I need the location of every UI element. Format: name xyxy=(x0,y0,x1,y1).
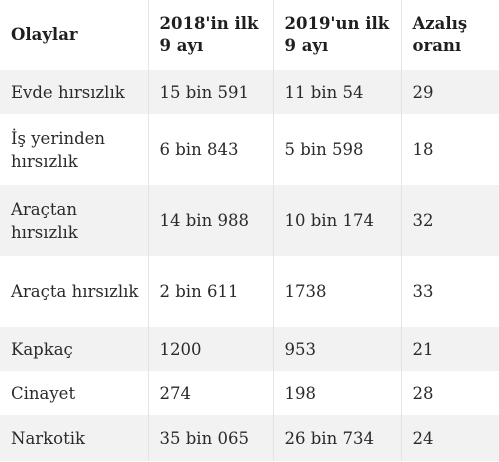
cell-2019: 10 bin 174 xyxy=(273,185,402,256)
cell-2019: 26 bin 734 xyxy=(273,415,402,461)
cell-rate: 33 xyxy=(401,256,499,327)
cell-rate: 24 xyxy=(401,415,499,461)
header-decrease-rate: Azalış oranı xyxy=(412,14,468,55)
table-body: Evde hırsızlık 15 bin 591 11 bin 54 29 İ… xyxy=(0,70,499,461)
cell-event: Araçta hırsızlık xyxy=(0,256,149,327)
cell-rate: 32 xyxy=(401,185,499,256)
cell-2018: 2 bin 611 xyxy=(148,256,274,327)
cell-rate: 18 xyxy=(401,114,499,185)
header-events: Olaylar xyxy=(0,0,149,70)
cell-2019: 198 xyxy=(273,371,402,415)
cell-2018: 6 bin 843 xyxy=(148,114,274,185)
table-row: Evde hırsızlık 15 bin 591 11 bin 54 29 xyxy=(0,70,499,114)
cell-2018: 35 bin 065 xyxy=(148,415,274,461)
header-2018: 2018'in ilk 9 ayı xyxy=(148,0,274,70)
cell-2019: 5 bin 598 xyxy=(273,114,402,185)
cell-2018: 15 bin 591 xyxy=(148,70,274,114)
header-2019: 2019'un ilk 9 ayı xyxy=(273,0,402,70)
cell-2019: 1738 xyxy=(273,256,402,327)
cell-event: Cinayet xyxy=(0,371,149,415)
cell-rate: 29 xyxy=(401,70,499,114)
cell-event: Kapkaç xyxy=(0,327,149,371)
cell-event: Araçtan hırsızlık xyxy=(0,185,149,256)
table-row: Araçta hırsızlık 2 bin 611 1738 33 xyxy=(0,256,499,327)
cell-2018: 1200 xyxy=(148,327,274,371)
table-row: İş yerinden hırsızlık 6 bin 843 5 bin 59… xyxy=(0,114,499,185)
cell-event: İş yerinden hırsızlık xyxy=(0,114,149,185)
header-row: Olaylar 2018'in ilk 9 ayı 2019'un ilk 9 … xyxy=(0,0,499,70)
table-row: Cinayet 274 198 28 xyxy=(0,371,499,415)
cell-rate: 28 xyxy=(401,371,499,415)
table-row: Araçtan hırsızlık 14 bin 988 10 bin 174 … xyxy=(0,185,499,256)
cell-2018: 274 xyxy=(148,371,274,415)
table-header: Olaylar 2018'in ilk 9 ayı 2019'un ilk 9 … xyxy=(0,0,499,70)
cell-2019: 11 bin 54 xyxy=(273,70,402,114)
cell-rate: 21 xyxy=(401,327,499,371)
cell-2019: 953 xyxy=(273,327,402,371)
cell-2018: 14 bin 988 xyxy=(148,185,274,256)
table-row: Narkotik 35 bin 065 26 bin 734 24 xyxy=(0,415,499,461)
table-row: Kapkaç 1200 953 21 xyxy=(0,327,499,371)
cell-event: Evde hırsızlık xyxy=(0,70,149,114)
cell-event: Narkotik xyxy=(0,415,149,461)
